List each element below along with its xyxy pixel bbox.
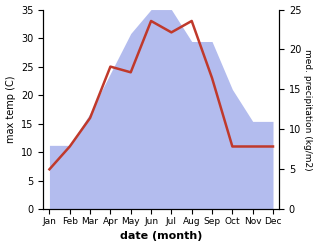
Y-axis label: max temp (C): max temp (C) xyxy=(5,76,16,143)
Y-axis label: med. precipitation (kg/m2): med. precipitation (kg/m2) xyxy=(303,49,313,170)
X-axis label: date (month): date (month) xyxy=(120,231,203,242)
